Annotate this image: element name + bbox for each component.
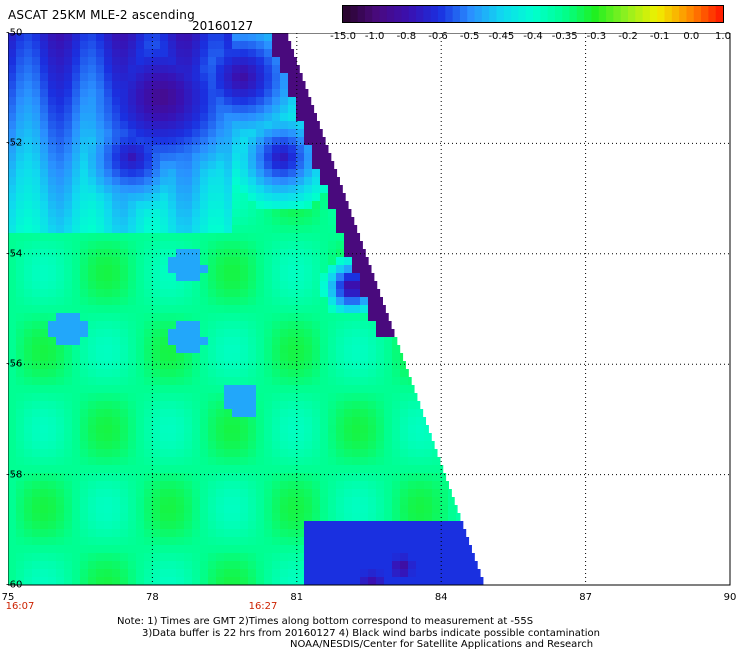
colorbar-swatch [628,6,636,22]
note-line-1: Note: 1) Times are GMT 2)Times along bot… [117,616,534,627]
colorbar-swatch [474,6,483,22]
swath-pixels [8,33,484,586]
colorbar-swatch [701,6,709,22]
colorbar-swatch [445,6,454,22]
colorbar: -15.0 -1.0 -0.8 -0.6 -0.5 -0.45 -0.4 -0.35 -0.3-… [330,5,731,42]
colorbar-label: -0.3 [586,31,607,42]
colorbar-swatch [459,6,468,22]
colorbar-swatch [372,6,381,22]
colorbar-swatch [547,6,556,22]
colorbar-swatch [379,6,388,22]
colorbar-swatch [496,6,505,22]
colorbar-label: -0.6 [428,31,448,42]
colorbar-swatch [642,6,651,22]
lon-label: 78 [146,592,159,603]
colorbar-swatch [533,6,541,22]
colorbar-swatch [649,6,658,22]
colorbar-label: -0.1 [649,31,670,42]
colorbar-label: -0.4 [523,31,543,42]
colorbar-swatch [394,6,403,22]
colorbar-swatch [708,6,717,22]
plot-frame [8,33,731,586]
colorbar-swatch [686,6,695,22]
colorbar-swatch [503,6,512,22]
colorbar-swatch [452,6,461,22]
colorbar-swatch [657,6,666,22]
colorbar-label: -0.2 [618,31,638,42]
colorbar-label: -0.8 [396,31,417,42]
colorbar-swatch [693,6,702,22]
colorbar-swatch [401,6,410,22]
colorbar-swatch [518,6,527,22]
lat-label: -56 [6,358,23,370]
note-line-3: NOAA/NESDIS/Center for Satellite Applica… [290,639,594,650]
lon-label: 81 [290,592,304,603]
lat-label: -60 [6,579,23,591]
colorbar-swatch [598,6,607,22]
ascat-map [8,33,731,586]
colorbar-swatch [664,6,673,22]
time-label: 16:27 [248,601,278,612]
colorbar-swatch [562,6,571,22]
colorbar-swatch [489,6,498,22]
lat-label: -50 [6,27,23,39]
colorbar-swatch [635,6,644,22]
colorbar-swatch [606,6,614,22]
chart-date: 20160127 [192,19,254,33]
colorbar-swatch [584,6,593,22]
lat-label: -52 [6,137,23,149]
lon-label: 87 [579,592,592,603]
lon-label: 75 [1,592,15,603]
colorbar-swatch [364,6,373,22]
colorbar-swatch [416,6,424,22]
lat-label: -58 [6,469,23,481]
lon-label: 84 [434,592,448,603]
colorbar-swatch [591,6,600,22]
colorbar-label: -15.0 [330,31,356,42]
note-line-2: 3)Data buffer is 22 hrs from 20160127 4)… [142,628,600,639]
colorbar-swatch [540,6,549,22]
colorbar-swatch [554,6,563,22]
colorbar-swatch [511,6,519,22]
colorbar-swatch [350,6,359,22]
colorbar-swatch [715,6,724,22]
colorbar-swatch [386,6,395,22]
colorbar-swatch [481,6,490,22]
colorbar-label: 1.0 [715,31,731,42]
colorbar-label: -0.45 [488,31,515,42]
colorbar-swatch [343,6,351,22]
colorbar-swatch [430,6,439,22]
colorbar-swatch [576,6,585,22]
chart-title: ASCAT 25KM MLE-2 ascending [8,8,195,22]
colorbar-swatches [342,5,724,23]
lat-label: -54 [6,248,23,260]
colorbar-swatch [467,6,476,22]
colorbar-label: -1.0 [364,31,385,42]
colorbar-swatch [357,6,366,22]
colorbar-swatch [613,6,622,22]
colorbar-label: -0.35 [551,31,578,42]
colorbar-swatch [438,6,446,22]
colorbar-swatch [569,6,578,22]
colorbar-label: -0.5 [459,31,480,42]
time-label: 16:07 [5,601,35,612]
colorbar-swatch [620,6,629,22]
colorbar-label: 0.0 [683,31,700,42]
colorbar-swatch [679,6,688,22]
colorbar-swatch [671,6,680,22]
lon-label: 90 [723,592,737,603]
colorbar-swatch [525,6,534,22]
colorbar-swatch [408,6,417,22]
colorbar-swatch [423,6,432,22]
